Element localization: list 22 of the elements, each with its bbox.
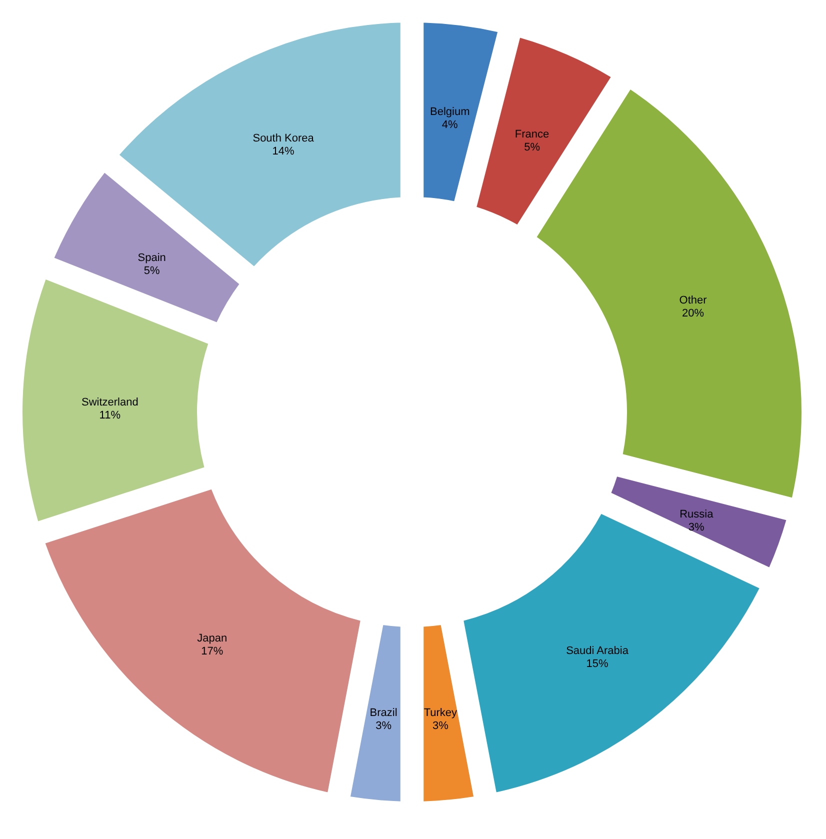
slice-label: France xyxy=(514,128,550,141)
data-label: 17% xyxy=(201,646,224,658)
slice-label: Belgium xyxy=(430,106,470,118)
slice-label: Japan xyxy=(197,632,228,645)
slice-label: Turkey xyxy=(424,706,458,719)
data-label: 5% xyxy=(144,265,160,278)
slice-label: Russia xyxy=(680,508,714,520)
data-label: 3% xyxy=(432,720,449,732)
slice-label: Switzerland xyxy=(81,396,138,409)
slice-label: South Korea xyxy=(252,132,315,145)
data-label: 5% xyxy=(524,142,540,154)
data-label: 14% xyxy=(272,146,295,158)
slice-label: Saudi Arabia xyxy=(566,644,630,657)
slice-label: Other xyxy=(679,294,708,307)
data-label: 4% xyxy=(442,119,458,132)
data-label: 3% xyxy=(376,720,392,732)
data-label: 3% xyxy=(688,521,705,534)
slice-label: Brazil xyxy=(370,706,398,719)
data-label: 11% xyxy=(99,410,121,422)
data-label: 15% xyxy=(586,658,608,670)
data-label: 20% xyxy=(682,308,704,320)
slice-label: Spain xyxy=(138,252,166,264)
